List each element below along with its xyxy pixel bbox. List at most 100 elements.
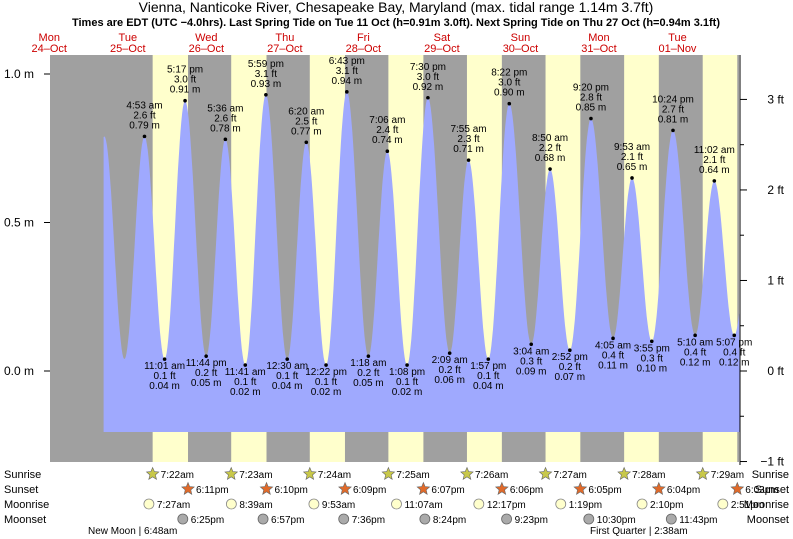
tide-label: 0.1 ft [477,371,499,382]
high-tide-point [712,179,717,183]
row-label-sunset: Sunset [4,484,38,496]
tide-label: 3.1 ft [255,69,277,80]
sunrise-time: 7:24am [318,470,351,481]
sunrise-time: 7:25am [396,470,429,481]
tide-label: 9:53 am [614,142,650,153]
tide-label: 0.68 m [535,153,566,164]
tide-label: 0.11 m [598,360,628,371]
moonset-icon [501,513,512,525]
day-of-week: Sun [511,32,531,44]
tide-label: 0.78 m [210,123,241,134]
tide-label: 5:59 pm [248,59,284,70]
moonset-time: 11:43pm [679,515,717,526]
tide-label: 11:02 am [694,145,735,156]
row-label-sunrise-right: Sunrise [752,469,789,481]
sunrise-time: 7:29am [711,470,744,481]
right-tick-label: 2 ft [767,183,784,197]
tide-label: 11:41 am [225,367,266,378]
tide-label: 7:55 am [450,124,486,135]
day-of-week: Wed [195,32,217,44]
chart-title: Vienna, Nanticoke River, Chesapeake Bay,… [139,0,654,15]
tide-label: 0.85 m [576,103,607,114]
high-tide-point [671,128,675,133]
tide-label: 7:06 am [369,115,405,126]
moonset-icon [583,513,595,525]
day-date: 29–Oct [424,43,459,55]
tide-label: 0.12 m [719,357,750,368]
tide-labels: 4:53 am2.6 ft0.79 m11:01 am0.1 ft0.04 m5… [126,56,752,398]
left-tick-label: 0.0 m [4,364,34,378]
tide-label: 11:01 am [144,361,185,372]
tide-label: 0.02 m [392,387,423,398]
moonset-icon [419,513,431,525]
left-tick-label: 1.0 m [4,67,34,81]
moonrise-icon [308,498,320,510]
low-tide-point [649,339,654,344]
chart-subtitle: Times are EDT (UTC −4.0hrs). Last Spring… [72,17,720,29]
tide-label: 0.2 ft [439,365,461,376]
sunset-star-icon [494,481,509,495]
moonrise-time: 8:39am [239,500,272,511]
day-labels: Mon24–OctTue25–OctWed26–OctThu27–OctFri2… [32,32,697,55]
moonset-time: 9:23pm [515,515,548,526]
high-tide-point [507,101,512,106]
low-tide-point [611,336,615,341]
sunset-time: 6:07pm [431,485,464,496]
row-label-moonrise: Moonrise [4,499,49,511]
day-of-week: Tue [119,32,138,44]
row-label-moonset-right: Moonset [747,514,789,526]
tide-label: 2.5 ft [295,116,317,127]
tide-label: 7:30 pm [410,62,446,73]
high-tide-point [426,95,430,100]
tide-label: 2.2 ft [539,143,561,154]
sunset-time: 6:05pm [588,485,621,496]
tide-label: 2.4 ft [376,125,398,136]
moonrise-icon [717,498,729,510]
day-date: 28–Oct [346,43,381,55]
sunset-time: 6:11pm [196,485,229,496]
tide-label: 0.90 m [494,88,525,99]
tide-label: 0.81 m [658,114,689,125]
right-tick-label: 1 ft [767,273,784,287]
moon-phase-new: New Moon | 6:48am [88,526,177,537]
tide-label: 8:22 pm [491,68,527,79]
day-of-week: Thu [275,32,294,44]
tide-area [103,92,740,432]
high-tide-point [548,167,552,171]
low-tide-point [405,363,409,367]
tide-label: 0.1 ft [396,377,418,388]
sunset-star-icon [416,481,431,495]
tide-label: 0.2 ft [559,362,581,373]
moonrise-time: 2:51pm [731,500,764,511]
tide-label: 3.0 ft [417,72,439,83]
tide-label: 0.2 ft [357,368,379,379]
moonrise-icon [143,498,155,510]
tide-label: 6:20 am [288,106,324,117]
day-of-week: Tue [668,32,687,44]
tide-label: 12:30 am [266,361,308,372]
tide-label: 0.1 ft [276,371,298,382]
tide-label: 12:22 pm [305,367,347,378]
sunrise-time: 7:27am [554,470,587,481]
tide-label: 2.6 ft [133,110,155,121]
tide-label: 3:04 am [513,346,549,357]
day-of-week: Sat [434,32,451,44]
sunrise-star-icon [460,466,474,480]
moonset-icon [257,513,269,525]
high-tide-point [345,90,349,94]
tide-label: 10:24 pm [652,94,694,105]
low-tide-point [529,342,534,347]
tide-label: 0.79 m [129,120,160,131]
tide-label: 0.1 ft [315,377,337,388]
low-tide-point [568,348,572,353]
tide-label: 0.04 m [272,381,303,392]
moonset-time: 7:36pm [352,515,385,526]
sunrise-star-icon [617,466,632,480]
moonrise-time: 9:53am [322,500,355,511]
tide-label: 2.8 ft [580,93,602,104]
sunset-time: 6:03pm [745,485,778,496]
day-date: 01–Nov [659,43,697,55]
high-tide-point [142,134,147,139]
moonrise-icon [391,498,402,510]
day-of-week: Fri [357,32,370,44]
